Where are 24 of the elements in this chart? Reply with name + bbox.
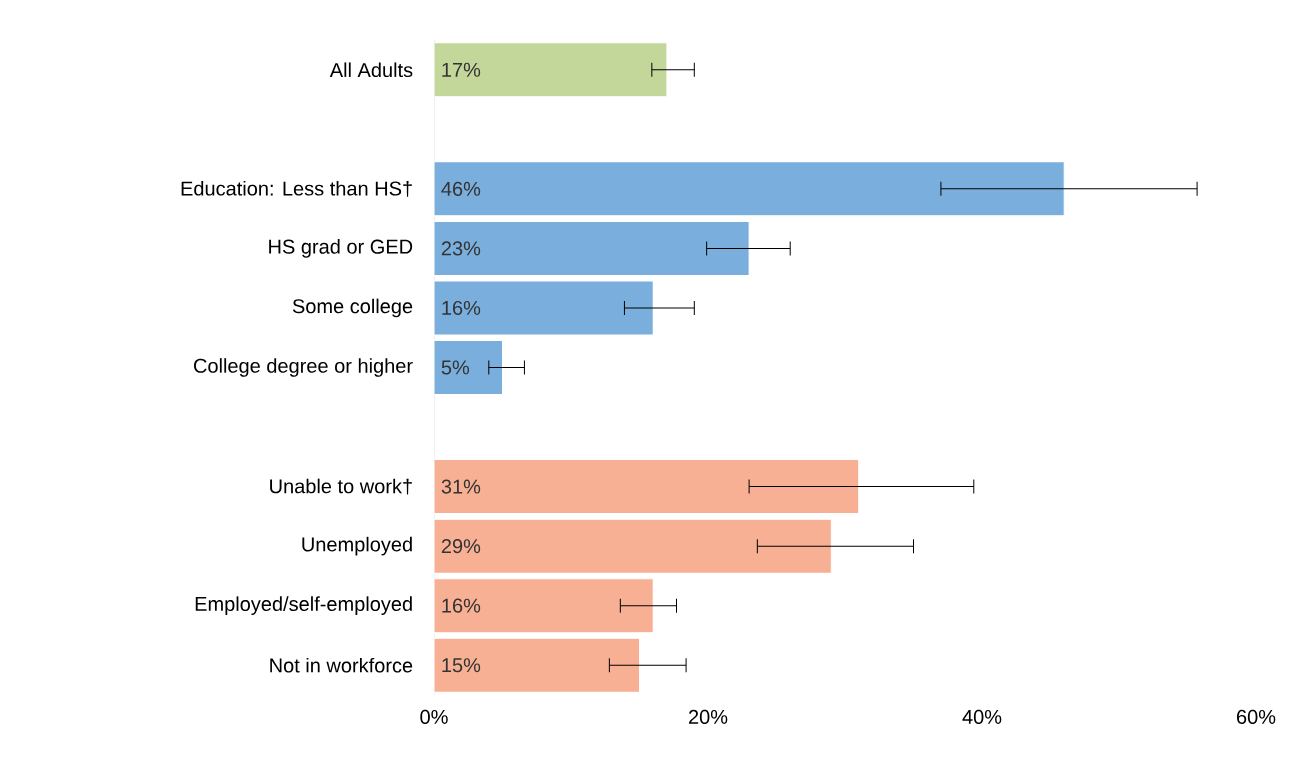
y-tick-label: Not in workforce: [270, 657, 413, 673]
x-tick-label: 0%: [420, 709, 448, 725]
x-tick-label: 60%: [1237, 709, 1276, 725]
data-label: 46%: [441, 181, 481, 196]
data-label: 5%: [441, 360, 470, 375]
data-label: 16%: [442, 598, 481, 613]
bar: [434, 42, 668, 98]
y-tick-label: Employed/self-employed: [195, 596, 412, 615]
bar: [434, 220, 750, 276]
y-tick-label: All Adults: [329, 62, 413, 78]
data-label: 23%: [441, 241, 481, 256]
y-tick-label: HS grad or GED: [269, 239, 413, 258]
y-tick-label: Education: Less than HS†: [181, 180, 412, 197]
x-tick-label: 20%: [689, 709, 728, 725]
y-tick-label: Unemployed: [302, 536, 412, 556]
data-label: 29%: [441, 539, 481, 554]
y-tick-label: College degree or higher: [194, 358, 413, 377]
x-tick-label: 40%: [962, 709, 1002, 725]
y-tick-label: Unable to work†: [270, 478, 412, 495]
data-label: 15%: [442, 658, 481, 673]
data-label: 17%: [442, 62, 481, 77]
y-tick-label: Some college: [292, 298, 413, 318]
data-label: 16%: [442, 300, 481, 316]
data-label: 31%: [441, 479, 481, 494]
